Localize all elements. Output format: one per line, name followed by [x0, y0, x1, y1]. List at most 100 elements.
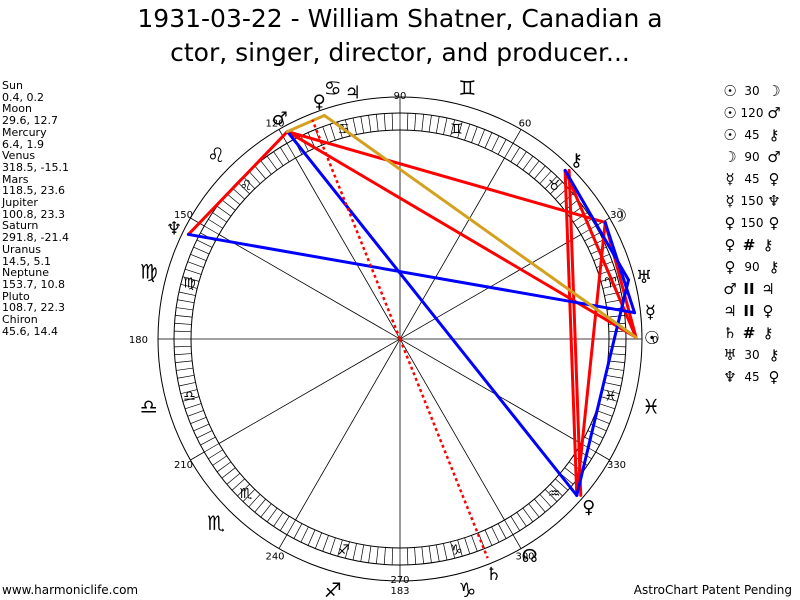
degree-tick: [443, 543, 448, 561]
aspect-angle: 120: [740, 106, 764, 120]
aspect-row: ☉ 30 ☽: [722, 80, 782, 102]
degree-tick: [414, 113, 417, 131]
degree-tick: [190, 416, 207, 424]
degree-tick: [178, 291, 196, 296]
planet-coords: 45.6, 14.4: [2, 324, 58, 338]
sign-boundary: [512, 534, 522, 549]
glyph-layer: ☉ ☽ ☿ ♀ ♂ ♃ ♄ ♅ ♆ ♀ ⚷ ☊: [166, 82, 660, 585]
planet-glyph-icon: ⚷: [768, 126, 780, 144]
degree-tick: [212, 212, 227, 223]
degree-tick: [204, 443, 220, 453]
degree-label: 30: [610, 210, 623, 221]
sign-boundary: [595, 451, 610, 461]
degree-tick: [522, 155, 534, 171]
degree-label: 270: [390, 575, 409, 586]
degree-tick: [471, 126, 478, 143]
aspect-angle: 30: [744, 84, 760, 98]
degree-tick: [360, 116, 365, 134]
degree-tick: [266, 507, 278, 523]
zodiac-sign-icon: ♐: [337, 543, 350, 559]
planet-glyph-icon: ☉: [723, 82, 737, 100]
degree-tick: [606, 367, 624, 371]
degree-tick: [322, 535, 329, 552]
aspect-angle: 45: [744, 172, 760, 186]
degree-tick: [337, 539, 343, 557]
degree-tick: [510, 147, 521, 162]
degree-tick: [471, 535, 478, 552]
degree-tick: [605, 374, 623, 379]
degree-tick: [435, 116, 440, 134]
degree-tick: [322, 126, 329, 143]
degree-tick: [450, 541, 456, 559]
aspect-line: [567, 168, 583, 497]
planet-glyph-icon: ♃: [345, 82, 361, 103]
degree-tick: [491, 135, 500, 152]
degree-tick: [602, 389, 620, 395]
title-line-2: ctor, singer, director, and producer...: [170, 38, 630, 67]
aspect-angle: II: [743, 302, 755, 320]
degree-tick: [286, 519, 296, 535]
degree-tick: [464, 537, 471, 555]
aspect-angle: 150: [740, 216, 764, 230]
degree-tick: [596, 410, 613, 417]
degree-tick: [184, 403, 202, 410]
planet-glyph-icon: ♀: [768, 170, 780, 188]
degree-tick: [187, 410, 204, 417]
footer-website[interactable]: www.harmoniclife.com: [2, 583, 139, 597]
degree-tick: [176, 367, 194, 371]
zodiac-sign-icon: ♏: [207, 511, 225, 535]
planet-coords: 0.4, 0.2: [2, 90, 44, 104]
degree-tick: [539, 494, 552, 508]
planet-glyph-icon: ♀: [582, 497, 595, 518]
planet-name: Moon: [2, 102, 32, 116]
planet-glyph-icon: ☿: [645, 302, 656, 323]
planet-name: Mercury: [2, 125, 47, 139]
degree-label: 180: [129, 335, 148, 346]
degree-tick: [555, 478, 569, 491]
degree-tick: [178, 382, 196, 387]
planet-glyph-icon: ☿: [725, 192, 735, 210]
aspect-line: [575, 220, 607, 497]
planet-glyph-icon: ♆: [723, 368, 737, 386]
aspect-lines: [186, 113, 638, 559]
degree-tick: [360, 544, 365, 562]
degree-tick: [260, 503, 272, 518]
mc-degree-label: 183: [390, 586, 409, 597]
aspect-row: ♀ 150 ♀: [722, 212, 782, 234]
degree-tick: [477, 129, 485, 146]
chart-title: 1931-03-22 - William Shatner, Canadian a…: [0, 2, 800, 70]
degree-tick: [248, 494, 261, 508]
degree-tick: [368, 115, 372, 133]
degree-tick: [406, 547, 409, 565]
aspect-angle: 90: [744, 260, 760, 274]
aspect-line: [285, 113, 326, 134]
degree-tick: [391, 547, 394, 565]
degree-tick: [279, 516, 290, 531]
degree-tick: [242, 176, 256, 189]
zodiac-sign-icon: ♎: [183, 388, 196, 404]
degree-tick: [534, 498, 546, 513]
degree-tick: [539, 170, 552, 184]
degree-tick: [550, 483, 563, 497]
degree-tick: [221, 467, 236, 479]
planet-glyph-icon: ♀: [768, 214, 780, 232]
degree-tick: [254, 498, 266, 513]
aspect-line: [563, 168, 630, 282]
degree-tick: [497, 139, 507, 155]
zodiac-sign-icon: ♍: [183, 276, 196, 292]
planet-name: Mars: [2, 172, 29, 186]
planet-coords: 108.7, 22.3: [2, 301, 65, 315]
degree-tick: [187, 261, 204, 268]
planet-glyph-icon: ♃: [723, 302, 737, 320]
planet-coords: 14.5, 5.1: [2, 254, 51, 268]
degree-label: 0: [652, 335, 658, 346]
degree-tick: [491, 526, 500, 543]
planet-glyph-icon: ♀: [724, 214, 736, 232]
degree-tick: [193, 423, 210, 432]
planet-name: Jupiter: [2, 196, 38, 210]
planet-glyph-icon: ♅: [636, 267, 652, 288]
planet-glyph-icon: ♄: [486, 564, 502, 585]
degree-tick: [196, 239, 213, 248]
degree-label: 240: [265, 552, 284, 563]
degree-tick: [607, 315, 625, 318]
